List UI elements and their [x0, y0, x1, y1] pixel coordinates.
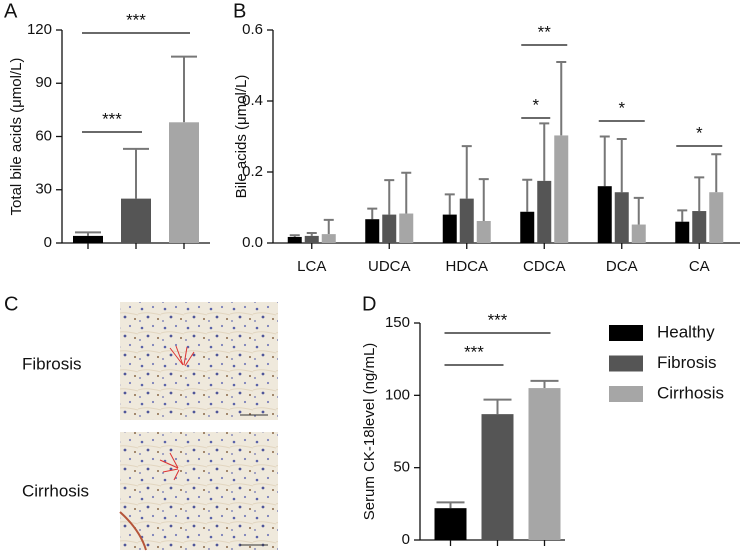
x-tick-label: UDCA [368, 258, 411, 275]
error-bar [694, 176, 705, 212]
y-tick-label: 150 [385, 314, 410, 331]
bar [169, 122, 199, 243]
significance-label: *** [102, 109, 122, 128]
error-bar [444, 193, 455, 215]
bar [459, 198, 474, 243]
histology-image [120, 432, 278, 550]
error-bar [530, 379, 559, 389]
bar [399, 213, 414, 243]
error-bar [539, 122, 550, 181]
significance-label: * [696, 123, 703, 142]
error-bar [123, 147, 149, 199]
image-row-label: Fibrosis [22, 354, 82, 373]
error-bar [461, 145, 472, 199]
y-tick-label: 0.2 [242, 163, 263, 180]
bar [365, 219, 380, 243]
error-bar [711, 153, 722, 193]
x-tick-label: CDCA [523, 258, 566, 275]
significance-label: *** [126, 10, 146, 29]
bar [597, 186, 612, 243]
y-tick-label: 0.4 [242, 92, 263, 109]
y-tick-label: 0.0 [242, 234, 263, 251]
histology-image [120, 302, 278, 420]
y-axis-label: Serum CK-18level (ng/mL) [361, 343, 378, 521]
legend-label: Healthy [657, 322, 715, 341]
error-bar [436, 501, 465, 509]
panel-label: B [233, 0, 246, 22]
y-tick-label: 50 [393, 459, 410, 476]
y-tick-label: 30 [35, 181, 52, 198]
bar [520, 211, 535, 243]
bar [675, 221, 690, 243]
significance-label: * [618, 98, 625, 117]
bar [476, 220, 491, 243]
bar [709, 192, 724, 243]
error-bar [556, 60, 567, 136]
y-tick-label: 0 [402, 531, 410, 548]
bar [121, 198, 151, 243]
bar [287, 236, 302, 243]
error-bar [616, 137, 627, 193]
bar [554, 135, 569, 243]
error-bar [384, 179, 395, 215]
error-bar [478, 178, 489, 221]
legend-label: Cirrhosis [657, 383, 724, 402]
error-bar [306, 232, 317, 236]
error-bar [75, 231, 101, 236]
significance-label: *** [464, 342, 484, 361]
bar [692, 211, 707, 243]
error-bar [401, 171, 412, 214]
error-bar [599, 135, 610, 187]
bar [73, 235, 103, 243]
bar [382, 214, 397, 243]
y-tick-label: 100 [385, 386, 410, 403]
legend-swatch [609, 355, 643, 372]
x-tick-label: LCA [297, 258, 326, 275]
legend-swatch [609, 386, 643, 402]
error-bar [677, 209, 688, 222]
bar [528, 388, 561, 540]
y-tick-label: 120 [27, 21, 52, 38]
error-bar [367, 207, 378, 220]
bar [442, 214, 457, 243]
significance-label: * [532, 95, 539, 114]
y-tick-label: 60 [35, 127, 52, 144]
x-tick-label: CA [689, 258, 710, 275]
bar [321, 234, 336, 243]
error-bar [171, 55, 197, 123]
bar [434, 508, 467, 540]
panel-label: A [4, 0, 18, 22]
significance-label: *** [488, 310, 508, 329]
y-axis-label: Bile acids (μmol/L) [233, 75, 250, 199]
error-bar [633, 196, 644, 225]
error-bar [483, 398, 512, 415]
image-row-label: Cirrhosis [22, 481, 89, 500]
y-tick-label: 0.6 [242, 21, 263, 38]
bar [481, 414, 514, 540]
error-bar [323, 218, 334, 235]
legend-swatch [609, 325, 643, 341]
histology [119, 302, 278, 551]
bar [537, 180, 552, 243]
x-tick-label: DCA [606, 258, 638, 275]
panel-label: D [362, 293, 376, 315]
x-tick-label: HDCA [445, 258, 488, 275]
legend-label: Fibrosis [657, 353, 717, 372]
y-axis-label: Total bile acids (μmol/L) [8, 58, 25, 216]
panel-label: C [4, 293, 18, 315]
error-bar [522, 178, 533, 212]
y-tick-label: 0 [44, 234, 52, 251]
y-tick-label: 90 [35, 74, 52, 91]
error-bar [289, 234, 300, 237]
bar [614, 192, 629, 243]
bar [304, 235, 319, 243]
significance-label: ** [538, 22, 552, 41]
bar [631, 224, 646, 243]
